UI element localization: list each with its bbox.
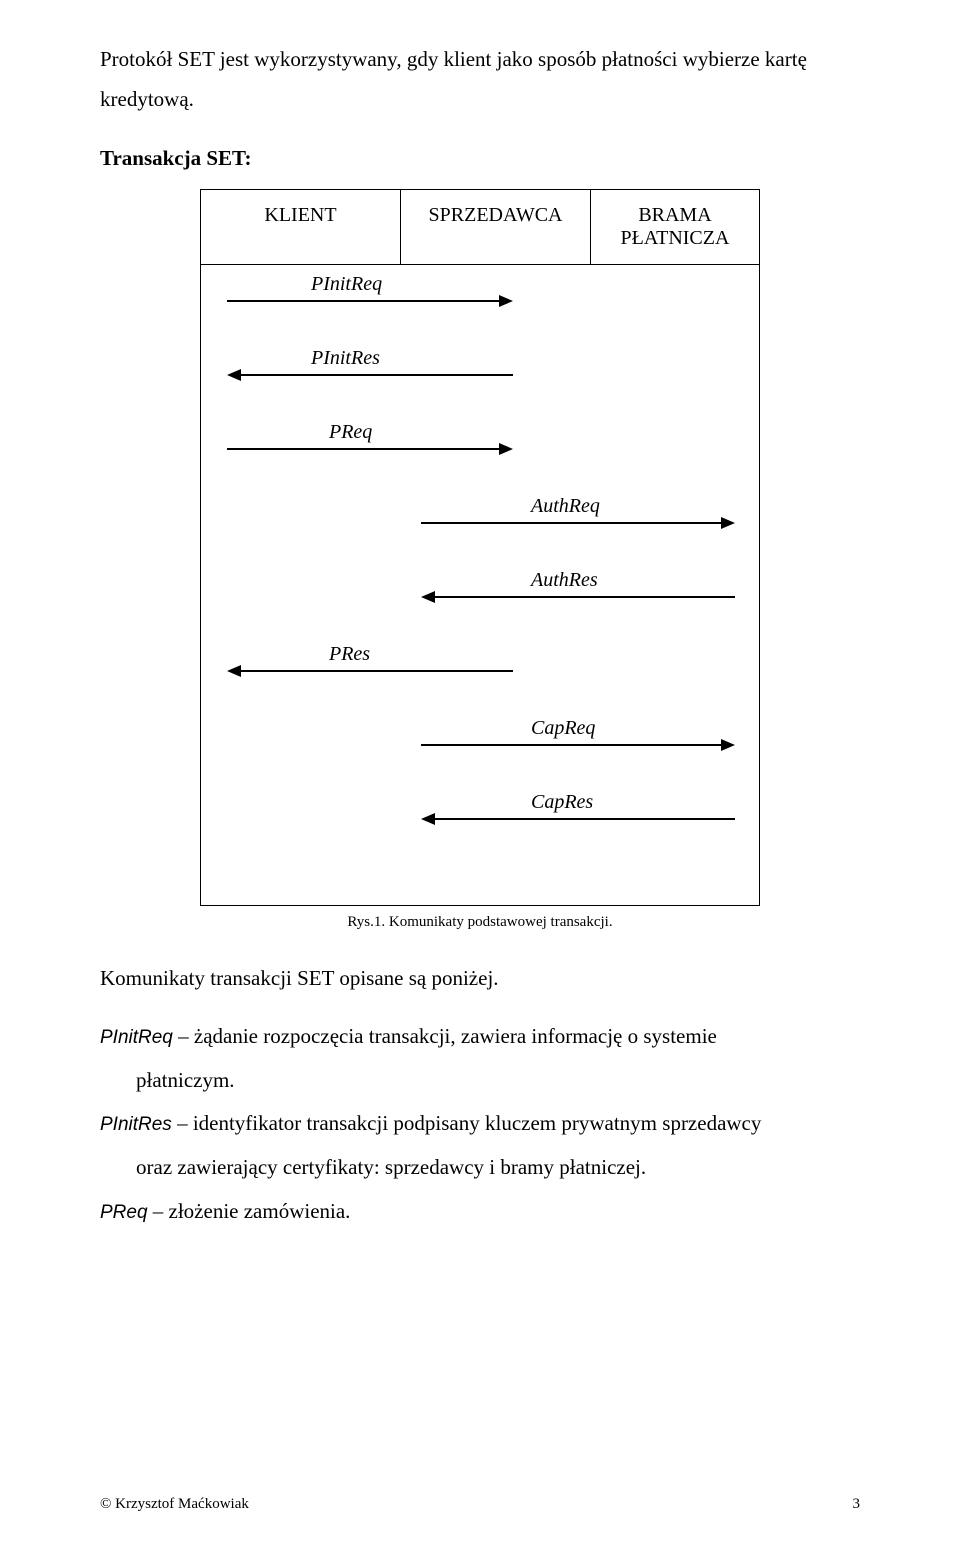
spacer (100, 1003, 860, 1017)
diagram-header: KLIENT SPRZEDAWCA BRAMA PŁATNICZA (201, 190, 759, 265)
definition-line: PInitReq – żądanie rozpoczęcia transakcj… (100, 1017, 860, 1057)
arrow-preq (227, 439, 513, 459)
diagram-box: KLIENT SPRZEDAWCA BRAMA PŁATNICZA PInitR… (200, 189, 760, 906)
page: Protokół SET jest wykorzystywany, gdy kl… (0, 0, 960, 1547)
definitions-block: PInitReq – żądanie rozpoczęcia transakcj… (100, 1017, 860, 1232)
arrow-capreq (421, 735, 735, 755)
intro-paragraph: Protokół SET jest wykorzystywany, gdy kl… (100, 40, 860, 120)
arrow-pinitres (227, 365, 513, 385)
footer-page-number: 3 (853, 1496, 861, 1513)
definition-text: – żądanie rozpoczęcia transakcji, zawier… (173, 1024, 717, 1048)
para-below-diagram: Komunikaty transakcji SET opisane są pon… (100, 959, 860, 999)
arrow-authres (421, 587, 735, 607)
footer-copyright: © Krzysztof Maćkowiak (100, 1496, 249, 1513)
definition-text: – identyfikator transakcji podpisany klu… (172, 1111, 762, 1135)
header-client: KLIENT (201, 190, 401, 264)
diagram-caption: Rys.1. Komunikaty podstawowej transakcji… (100, 914, 860, 931)
arrow-capres (421, 809, 735, 829)
arrow-authreq (421, 513, 735, 533)
footer: © Krzysztof Maćkowiak 3 (100, 1496, 860, 1513)
definition-line: PInitRes – identyfikator transakcji podp… (100, 1104, 860, 1144)
definition-line: PReq – złożenie zamówienia. (100, 1192, 860, 1232)
definition-term: PReq (100, 1202, 148, 1223)
definition-continuation: płatniczym. (100, 1061, 860, 1101)
arrow-pinitreq (227, 291, 513, 311)
diagram-wrap: KLIENT SPRZEDAWCA BRAMA PŁATNICZA PInitR… (100, 189, 860, 906)
diagram-body: PInitReqPInitResPReqAuthReqAuthResPResCa… (201, 265, 759, 905)
arrow-pres (227, 661, 513, 681)
section-heading: Transakcja SET: (100, 146, 860, 171)
definition-continuation: oraz zawierający certyfikaty: sprzedawcy… (100, 1148, 860, 1188)
definition-term: PInitRes (100, 1114, 172, 1135)
definition-text: – złożenie zamówienia. (148, 1199, 351, 1223)
definition-term: PInitReq (100, 1027, 173, 1048)
header-gateway: BRAMA PŁATNICZA (591, 190, 759, 264)
header-seller: SPRZEDAWCA (401, 190, 591, 264)
